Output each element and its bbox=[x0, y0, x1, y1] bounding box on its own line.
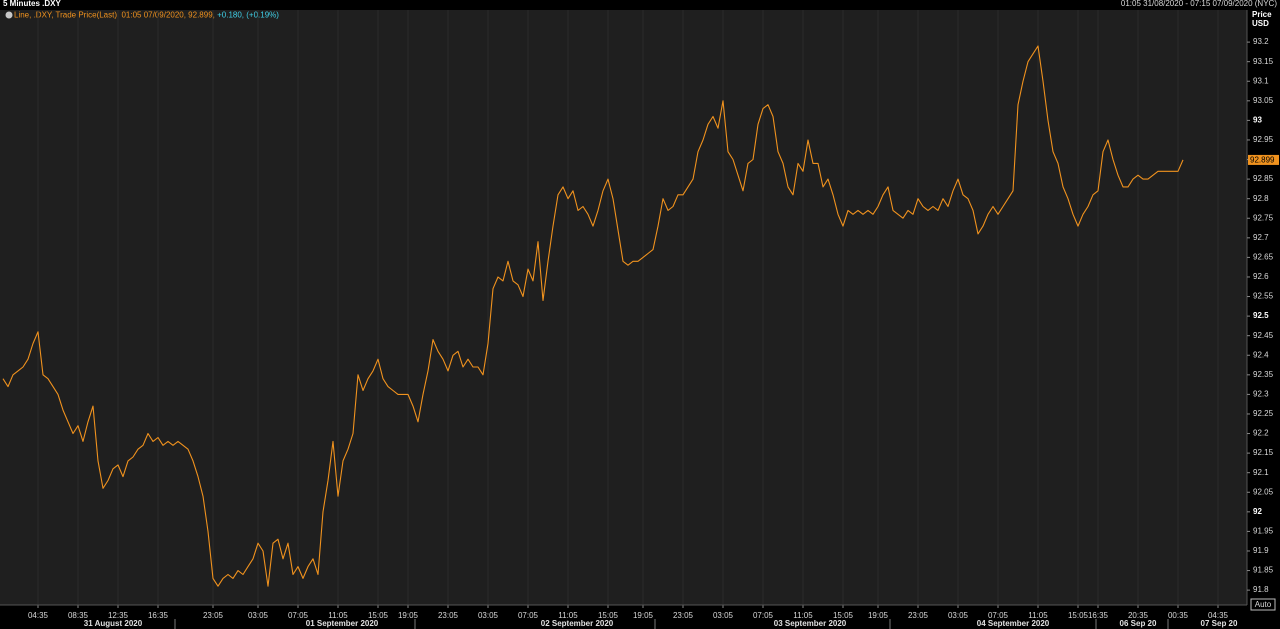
x-tick-label: 03:05 bbox=[713, 611, 734, 620]
y-tick-label: 92.5 bbox=[1253, 311, 1269, 320]
auto-button[interactable]: Auto bbox=[1250, 598, 1276, 611]
x-tick-label: 11:05 bbox=[793, 611, 813, 620]
legend-change: +0.180, (+0.19%) bbox=[217, 11, 279, 20]
date-label: 31 August 2020 bbox=[84, 619, 143, 628]
time-range: 01:05 31/08/2020 - 07:15 07/09/2020 (NYC… bbox=[1121, 0, 1277, 8]
y-tick-label: 92.2 bbox=[1253, 429, 1269, 438]
x-tick-label: 04:35 bbox=[28, 611, 49, 620]
y-tick-label: 92.45 bbox=[1253, 331, 1274, 340]
x-tick-label: 16:35 bbox=[148, 611, 169, 620]
y-tick-label: 92 bbox=[1253, 507, 1262, 516]
y-tick-label: 93.05 bbox=[1253, 96, 1274, 105]
date-label: 03 September 2020 bbox=[774, 619, 847, 628]
x-tick-label: 08:35 bbox=[68, 611, 89, 620]
x-tick-label: 19:05 bbox=[633, 611, 654, 620]
y-tick-label: 91.8 bbox=[1253, 585, 1269, 594]
y-axis-label: Price bbox=[1252, 10, 1272, 19]
y-tick-label: 92.05 bbox=[1253, 487, 1274, 496]
legend: Line, .DXY, Trade Price(Last), 01:05 07/… bbox=[14, 11, 279, 20]
last-value-label: 92.899 bbox=[1250, 156, 1275, 165]
x-tick-label: 11:05 bbox=[558, 611, 578, 620]
x-tick-label: 15:05 bbox=[833, 611, 854, 620]
x-tick-label: 23:05 bbox=[438, 611, 459, 620]
x-tick-label: 12:35 bbox=[108, 611, 129, 620]
x-tick-label: 04:35 bbox=[1208, 611, 1229, 620]
date-label: 07 Sep 20 bbox=[1201, 619, 1238, 628]
y-tick-label: 92.65 bbox=[1253, 253, 1274, 262]
y-tick-label: 92.1 bbox=[1253, 468, 1269, 477]
x-tick-label: 16:35 bbox=[1088, 611, 1109, 620]
date-label: 01 September 2020 bbox=[306, 619, 379, 628]
y-tick-label: 92.85 bbox=[1253, 174, 1274, 183]
date-label: 02 September 2020 bbox=[541, 619, 614, 628]
x-tick-label: 11:05 bbox=[328, 611, 348, 620]
y-tick-label: 92.7 bbox=[1253, 233, 1269, 242]
legend-text: Line, .DXY, Trade Price(Last), 01:05 07/… bbox=[14, 11, 215, 20]
x-tick-label: 19:05 bbox=[868, 611, 889, 620]
x-tick-label: 03:05 bbox=[948, 611, 969, 620]
auto-button-label[interactable]: Auto bbox=[1255, 600, 1272, 609]
x-tick-label: 23:05 bbox=[203, 611, 224, 620]
x-tick-label: 07:05 bbox=[518, 611, 539, 620]
x-tick-label: 15:05 bbox=[598, 611, 619, 620]
y-tick-label: 92.15 bbox=[1253, 448, 1274, 457]
y-tick-label: 92.25 bbox=[1253, 409, 1274, 418]
x-tick-label: 03:05 bbox=[248, 611, 269, 620]
y-tick-label: 91.95 bbox=[1253, 527, 1274, 536]
y-tick-label: 92.35 bbox=[1253, 370, 1274, 379]
y-tick-label: 92.8 bbox=[1253, 194, 1269, 203]
y-tick-label: 93.2 bbox=[1253, 37, 1269, 46]
y-tick-label: 91.85 bbox=[1253, 566, 1274, 575]
y-axis-unit: USD bbox=[1252, 19, 1269, 28]
x-tick-label: 15:05 bbox=[368, 611, 389, 620]
x-tick-label: 20:35 bbox=[1128, 611, 1149, 620]
x-tick-label: 19:05 bbox=[398, 611, 419, 620]
y-tick-label: 93 bbox=[1253, 115, 1262, 124]
auto-button-frame[interactable] bbox=[1250, 598, 1276, 611]
x-tick-label: 00:35 bbox=[1168, 611, 1189, 620]
chart-title: 5 Minutes .DXY bbox=[3, 0, 61, 8]
y-tick-label: 93.15 bbox=[1253, 57, 1274, 66]
y-tick-label: 92.3 bbox=[1253, 390, 1269, 399]
y-tick-label: 93.1 bbox=[1253, 76, 1269, 85]
y-tick-label: 92.55 bbox=[1253, 292, 1274, 301]
legend-icon[interactable] bbox=[5, 11, 13, 19]
x-tick-label: 23:05 bbox=[908, 611, 929, 620]
y-tick-label: 92.4 bbox=[1253, 350, 1269, 359]
last-value-tag bbox=[1248, 154, 1279, 165]
price-line bbox=[2, 45, 1184, 587]
y-tick-label: 92.75 bbox=[1253, 213, 1274, 222]
x-tick-label: 11:05 bbox=[1028, 611, 1048, 620]
x-tick-label: 07:05 bbox=[988, 611, 1009, 620]
y-tick-label: 92.95 bbox=[1253, 135, 1274, 144]
y-tick-label: 92.6 bbox=[1253, 272, 1269, 281]
date-label: 06 Sep 20 bbox=[1120, 619, 1157, 628]
date-label: 04 September 2020 bbox=[977, 619, 1050, 628]
x-tick-label: 07:05 bbox=[753, 611, 774, 620]
x-tick-label: 03:05 bbox=[478, 611, 499, 620]
x-tick-label: 07:05 bbox=[288, 611, 309, 620]
plot-area bbox=[0, 10, 1247, 605]
y-tick-label: 91.9 bbox=[1253, 546, 1269, 555]
x-tick-label: 15:05 bbox=[1068, 611, 1089, 620]
x-tick-label: 23:05 bbox=[673, 611, 694, 620]
